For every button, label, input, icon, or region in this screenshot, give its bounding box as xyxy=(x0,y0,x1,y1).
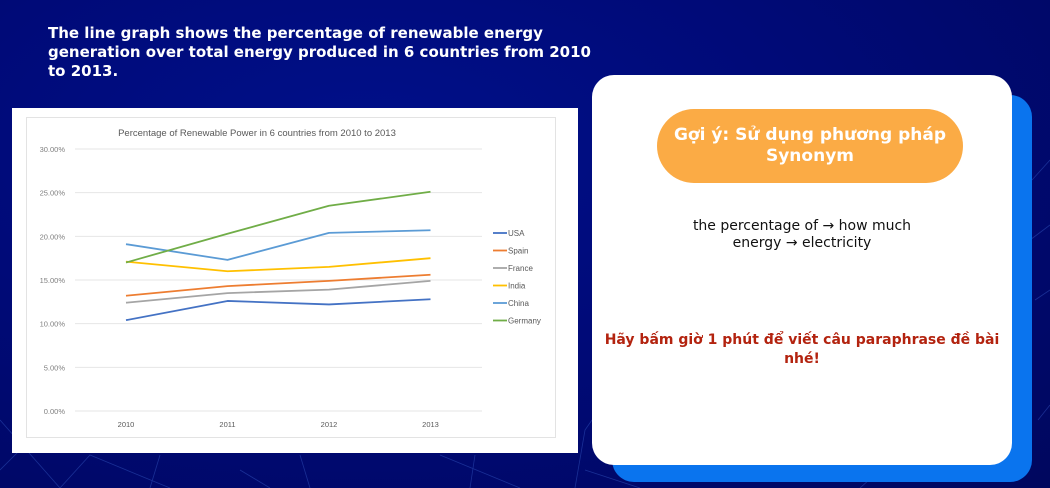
legend-label: USA xyxy=(508,229,525,238)
chart-image: Percentage of Renewable Power in 6 count… xyxy=(12,108,578,453)
hint-card: Gợi ý: Sử dụng phương pháp Synonym the p… xyxy=(592,75,1012,465)
legend-label: China xyxy=(508,299,529,308)
chart-title: Percentage of Renewable Power in 6 count… xyxy=(118,128,396,139)
x-tick-label: 2012 xyxy=(321,420,338,429)
synonym-line: the percentage of → how much xyxy=(692,218,912,234)
line-chart: Percentage of Renewable Power in 6 count… xyxy=(40,128,541,429)
series-line-france xyxy=(125,279,431,304)
legend-label: France xyxy=(508,264,533,273)
hint-pill: Gợi ý: Sử dụng phương pháp Synonym xyxy=(657,109,963,183)
y-tick-label: 0.00% xyxy=(44,407,66,416)
x-tick-label: 2013 xyxy=(422,420,439,429)
synonym-line: energy → electricity xyxy=(732,235,872,251)
series-line-spain xyxy=(125,273,431,297)
task-description: The line graph shows the percentage of r… xyxy=(48,24,591,80)
legend-label: Germany xyxy=(508,317,541,326)
series-line-china xyxy=(125,229,431,261)
x-tick-label: 2011 xyxy=(219,420,235,429)
y-tick-label: 25.00% xyxy=(40,189,66,198)
series-line-usa xyxy=(125,298,431,322)
y-tick-label: 30.00% xyxy=(40,145,66,154)
y-tick-label: 15.00% xyxy=(40,276,66,285)
series-line-india xyxy=(125,257,431,273)
task-instruction: Hãy bấm giờ 1 phút để viết câu paraphras… xyxy=(604,332,1000,367)
legend-label: India xyxy=(508,282,526,291)
y-tick-label: 5.00% xyxy=(44,363,66,372)
x-tick-label: 2010 xyxy=(118,420,135,429)
chart-frame: Percentage of Renewable Power in 6 count… xyxy=(26,117,556,438)
y-tick-label: 10.00% xyxy=(40,320,66,329)
legend-label: Spain xyxy=(508,247,528,256)
synonym-list: the percentage of → how much energy → el… xyxy=(592,218,1012,252)
y-tick-label: 20.00% xyxy=(40,232,66,241)
series-line-germany xyxy=(125,190,431,264)
